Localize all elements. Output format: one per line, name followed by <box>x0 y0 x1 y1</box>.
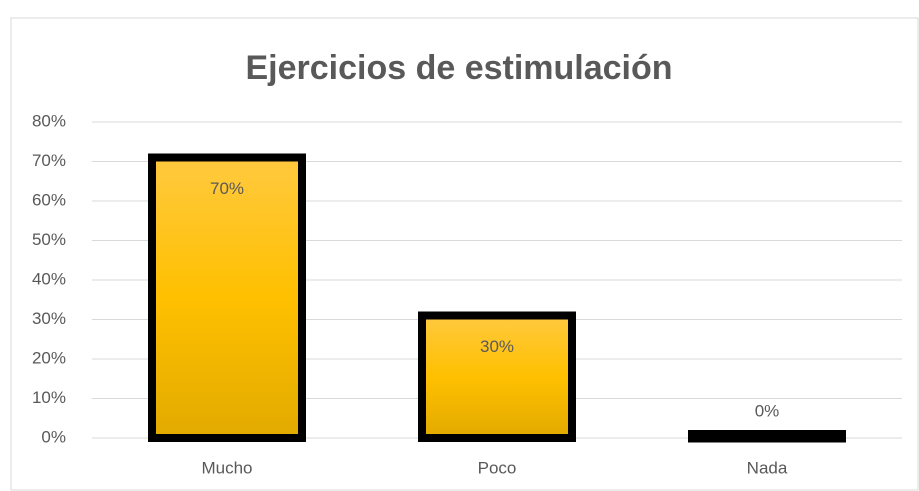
x-tick-label: Nada <box>747 458 788 477</box>
x-tick-label: Poco <box>478 458 517 477</box>
data-label: 70% <box>210 179 244 198</box>
y-tick-label: 60% <box>32 190 66 209</box>
y-tick-label: 40% <box>32 269 66 288</box>
bar <box>688 430 846 443</box>
data-label: 30% <box>480 337 514 356</box>
y-tick-label: 80% <box>32 111 66 130</box>
bar <box>148 153 306 442</box>
y-tick-label: 0% <box>41 427 66 446</box>
y-tick-label: 70% <box>32 151 66 170</box>
chart-title: Ejercicios de estimulación <box>245 49 672 87</box>
y-tick-label: 50% <box>32 230 66 249</box>
data-label: 0% <box>755 401 780 420</box>
x-tick-label: Mucho <box>201 458 252 477</box>
y-tick-label: 20% <box>32 348 66 367</box>
y-tick-label: 30% <box>32 309 66 328</box>
y-tick-label: 10% <box>32 388 66 407</box>
bar <box>418 311 576 442</box>
